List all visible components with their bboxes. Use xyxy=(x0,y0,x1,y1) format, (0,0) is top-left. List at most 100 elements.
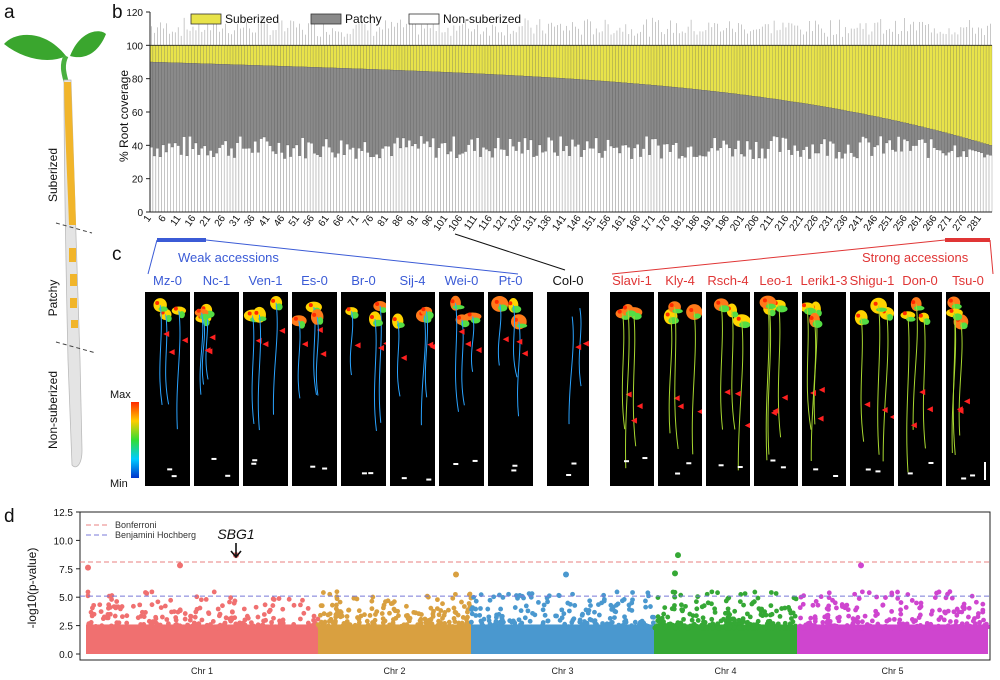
bar-non-suberized xyxy=(499,149,503,213)
snp-point xyxy=(149,602,155,608)
snp-point xyxy=(645,623,651,629)
seedling-blob xyxy=(668,317,680,324)
bar-suberized xyxy=(182,45,186,64)
bar-suberized xyxy=(861,45,865,115)
snp-point xyxy=(153,614,159,620)
bar-suberized xyxy=(188,45,192,64)
bar-suberized xyxy=(564,45,569,79)
snp-point xyxy=(943,610,948,616)
bar-suberized xyxy=(292,45,296,67)
bar-suberized xyxy=(837,45,841,110)
bar-suberized xyxy=(271,45,275,66)
snp-point xyxy=(859,625,865,631)
snp-point xyxy=(469,619,474,625)
bar-patchy xyxy=(710,90,714,149)
bar-suberized xyxy=(968,45,972,140)
bar-non-suberized xyxy=(855,157,859,213)
seedling-blob xyxy=(948,298,953,303)
snp-point xyxy=(645,590,651,596)
sample-image-panel xyxy=(488,292,533,486)
bar-patchy xyxy=(686,88,690,148)
snp-point xyxy=(601,598,607,604)
bar-non-suberized xyxy=(594,137,598,213)
snp-point xyxy=(562,621,568,627)
plot-axes: 0.02.55.07.510.012.5 xyxy=(54,508,990,661)
root-tip-marker xyxy=(368,472,374,475)
bar-suberized xyxy=(956,45,960,137)
snp-point xyxy=(436,612,442,618)
bar-non-suberized xyxy=(736,140,741,213)
sample-label: Br-0 xyxy=(351,273,376,288)
snp-point xyxy=(792,613,798,619)
scale-min-label: Min xyxy=(110,478,128,490)
snp-point xyxy=(215,606,221,612)
seedling-blob xyxy=(617,309,622,314)
bar-patchy xyxy=(882,118,886,154)
snp-point xyxy=(305,620,311,626)
bar-patchy xyxy=(262,65,266,138)
snp-point xyxy=(682,623,687,629)
snp-point xyxy=(315,616,321,622)
red-arrowhead-icon xyxy=(677,403,684,410)
snp-point xyxy=(604,621,610,627)
snp-point xyxy=(542,612,548,618)
snp-point xyxy=(330,620,336,625)
bar-suberized xyxy=(446,45,450,73)
snp-point xyxy=(746,625,752,630)
bar-patchy xyxy=(541,77,545,153)
snp-point xyxy=(592,619,597,625)
snp-point xyxy=(936,617,942,623)
bar-suberized xyxy=(959,45,963,137)
bar-patchy xyxy=(390,69,394,156)
snp-point xyxy=(661,619,666,625)
snp-point xyxy=(630,624,636,630)
snp-point xyxy=(767,625,773,630)
bar-suberized xyxy=(938,45,942,132)
snp-point xyxy=(338,614,343,620)
bar-suberized xyxy=(490,45,495,75)
root-trace xyxy=(958,321,963,436)
red-arrowhead-icon xyxy=(168,349,175,356)
bar-patchy xyxy=(745,95,749,142)
bar-patchy xyxy=(867,115,871,143)
seedling-blob xyxy=(765,303,776,310)
bar-non-suberized xyxy=(369,156,373,213)
bar-non-suberized xyxy=(464,151,468,213)
bar-patchy xyxy=(695,89,699,157)
root-tip-marker xyxy=(252,459,258,462)
root-tip-marker xyxy=(453,463,459,466)
bar-non-suberized xyxy=(879,135,883,213)
bar-suberized xyxy=(185,45,189,64)
bar-patchy xyxy=(318,67,323,157)
root-trace xyxy=(810,319,817,461)
bar-suberized xyxy=(431,45,435,72)
snp-point xyxy=(741,602,746,608)
bar-non-suberized xyxy=(416,148,420,213)
bar-non-suberized xyxy=(541,152,545,213)
bar-patchy xyxy=(496,74,500,138)
snp-point xyxy=(238,623,243,629)
bar-suberized xyxy=(401,45,406,71)
snp-point xyxy=(165,621,171,627)
seedling-blob xyxy=(906,316,916,322)
bar-suberized xyxy=(763,45,767,98)
snp-peak-point xyxy=(563,571,569,578)
root-tip-marker xyxy=(167,468,173,471)
bar-suberized xyxy=(980,45,984,143)
bar-patchy xyxy=(748,95,752,150)
bar-suberized xyxy=(668,45,672,87)
snp-point xyxy=(98,609,104,614)
bar-non-suberized xyxy=(787,149,791,213)
bar-suberized xyxy=(387,45,391,71)
snp-point xyxy=(270,603,276,608)
snp-point xyxy=(758,612,764,618)
root-trace xyxy=(349,311,354,376)
bar-patchy xyxy=(250,65,254,153)
snp-point xyxy=(966,614,971,620)
bar-patchy xyxy=(407,70,412,141)
seedling-blob xyxy=(802,303,807,308)
bar-non-suberized xyxy=(929,138,933,213)
bar-patchy xyxy=(905,123,910,142)
seedling-blob xyxy=(809,316,814,321)
